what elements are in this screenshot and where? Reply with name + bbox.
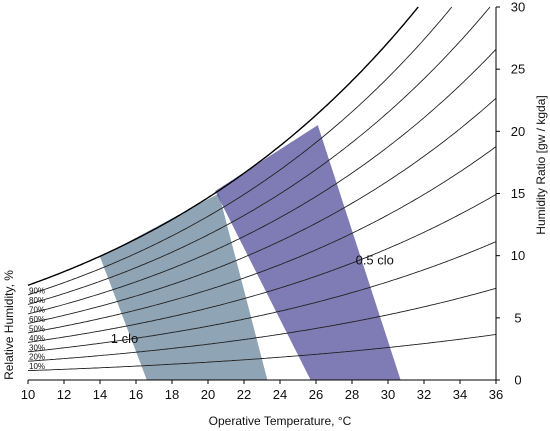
rh-labels: 10%20%30%40%50%60%70%80%90%	[29, 286, 45, 371]
x-tick-label: 30	[381, 387, 395, 402]
rh-label-60: 60%	[29, 315, 45, 324]
y-tick-label: 15	[511, 186, 525, 201]
y-tick-label: 10	[511, 248, 525, 263]
x-tick-label: 14	[93, 387, 107, 402]
x-tick-label: 24	[273, 387, 287, 402]
rh-label-90: 90%	[29, 286, 45, 295]
rh-label-10: 10%	[29, 362, 45, 371]
y-tick-label: 20	[511, 124, 525, 139]
rh-curve-30	[27, 241, 497, 353]
y-tick-label: 0	[514, 373, 521, 388]
zone-label-1: 1 clo	[111, 331, 138, 346]
rh-label-30: 30%	[29, 343, 45, 352]
x-tick-label: 12	[57, 387, 71, 402]
x-tick-label: 20	[201, 387, 215, 402]
x-tick-label: 36	[489, 387, 503, 402]
y-tick-label: 30	[511, 0, 525, 15]
rh-label-80: 80%	[29, 296, 45, 305]
comfort-zone-2	[215, 125, 401, 380]
rh-curve-100	[27, 6, 419, 286]
rh-axis-label: Relative Humidity, %	[2, 270, 16, 380]
rh-curve-90	[27, 6, 453, 296]
rh-curve-60	[27, 97, 497, 324]
comfort-zones	[100, 125, 401, 380]
rh-curve-70	[27, 48, 497, 315]
x-tick-label: 10	[21, 387, 35, 402]
rh-curve-20	[27, 287, 497, 362]
comfort-zone-1	[100, 193, 268, 380]
x-tick-label: 18	[165, 387, 179, 402]
rh-curve-10	[28, 333, 497, 372]
y-tick-labels: 0 5 10 15 20 25 30	[496, 0, 525, 388]
x-tick-label: 16	[129, 387, 143, 402]
y-axis-label-right: Humidity Ratio [gw / kgda]	[534, 95, 548, 234]
zone-label-2: 0.5 clo	[356, 253, 394, 268]
x-tick-label: 22	[237, 387, 251, 402]
rh-curves	[27, 6, 497, 372]
x-tick-label: 32	[417, 387, 431, 402]
rh-label-40: 40%	[29, 334, 45, 343]
x-tick-label: 34	[453, 387, 467, 402]
rh-curve-50	[27, 146, 497, 334]
y-tick-label: 5	[514, 310, 521, 325]
rh-label-20: 20%	[29, 353, 45, 362]
rh-curve-80	[27, 6, 491, 305]
x-tick-labels: 10 12 14 16 18 20 22 24 26 28 30 32 34 36	[21, 380, 503, 402]
x-axis-label: Operative Temperature, °C	[209, 414, 352, 428]
zone-labels: 1 clo 0.5 clo	[111, 253, 394, 346]
rh-curve-40	[27, 194, 497, 343]
x-tick-label: 26	[309, 387, 323, 402]
rh-label-70: 70%	[29, 305, 45, 314]
y-tick-label: 25	[511, 62, 525, 77]
x-tick-label: 28	[345, 387, 359, 402]
rh-label-50: 50%	[29, 324, 45, 333]
